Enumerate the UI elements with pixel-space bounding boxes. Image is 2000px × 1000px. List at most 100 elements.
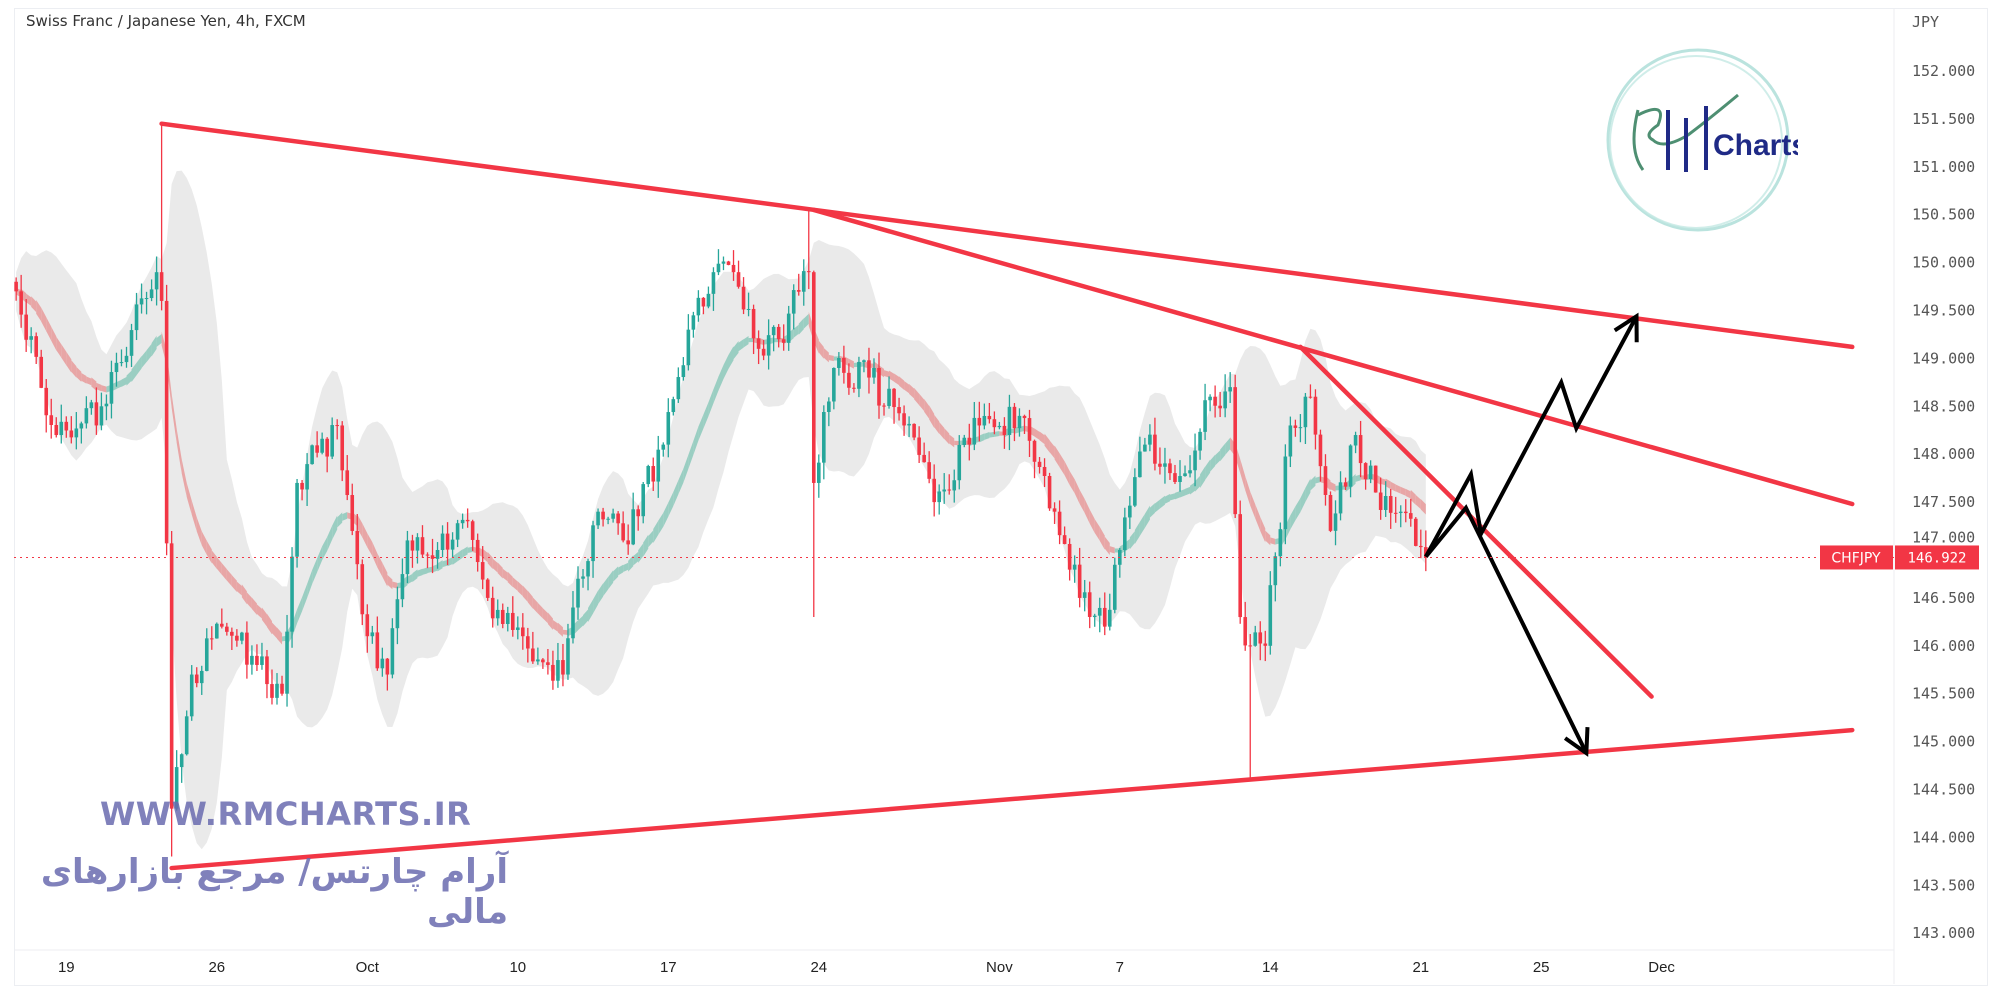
time-tick-label: 21 [1412, 959, 1429, 976]
ribbon-segment [121, 376, 127, 387]
candle [34, 332, 38, 364]
candle [776, 324, 781, 348]
candle [270, 669, 274, 705]
candle [290, 547, 294, 648]
candle-body [1263, 643, 1268, 646]
candle-body [310, 445, 314, 465]
candle-body [129, 330, 134, 356]
ribbon-segment [1014, 426, 1020, 434]
candle-body [997, 425, 1002, 428]
ribbon-segment [1285, 515, 1291, 540]
candle-body [756, 338, 761, 349]
ribbon-segment [502, 568, 508, 582]
candle [79, 421, 84, 444]
candle-body [811, 272, 816, 483]
candle-body [215, 623, 219, 639]
candle-body [385, 658, 390, 675]
candle [435, 542, 440, 569]
ribbon-segment [623, 562, 629, 572]
ribbon-segment [156, 333, 162, 347]
price-tick-label: 145.000 [1912, 733, 1975, 751]
ribbon-segment [688, 440, 694, 469]
candle-body [922, 454, 926, 463]
candle [711, 267, 716, 311]
candle-body [1363, 463, 1368, 480]
candle [1373, 465, 1378, 493]
candle [320, 432, 324, 455]
candle-body [169, 543, 174, 809]
candle-body [686, 329, 691, 366]
ribbon-segment [146, 343, 152, 363]
ribbon-segment [818, 340, 824, 359]
candle [370, 625, 375, 644]
candle [430, 538, 435, 574]
candle-body [817, 462, 821, 483]
candle [666, 398, 671, 458]
ribbon-segment [56, 336, 62, 358]
candle-body [726, 261, 731, 265]
ribbon-segment [728, 346, 734, 369]
candle-body [194, 674, 199, 684]
ribbon-segment [1300, 487, 1306, 513]
candle-body [601, 511, 605, 520]
price-axis[interactable]: JPY 152.000 151.500 151.000 150.500 150.000 1… [1893, 8, 1975, 984]
candle-body [1148, 434, 1152, 445]
chart-title: Swiss Franc / Japanese Yen, 4h, FXCM [26, 12, 306, 30]
candle [360, 559, 365, 626]
candle-body [776, 326, 781, 340]
candle [1318, 429, 1323, 482]
upper-resistance-trendline [159, 121, 1855, 350]
candle [199, 665, 204, 695]
candle [184, 710, 189, 756]
candle [1258, 621, 1263, 661]
candle [1213, 385, 1217, 418]
candle [646, 464, 651, 488]
candle [922, 442, 926, 463]
candle-body [325, 438, 329, 457]
candle-body [1097, 607, 1102, 616]
candle-body [806, 271, 811, 273]
ribbon-segment [181, 459, 187, 497]
candle [470, 519, 475, 551]
candle [340, 421, 345, 482]
candle-body [1338, 482, 1343, 514]
candle [255, 644, 259, 671]
candle [275, 673, 279, 705]
candle [1178, 460, 1182, 492]
ribbon-segment [1415, 494, 1421, 510]
ribbon-segment [823, 347, 829, 363]
last-price-marker: CHFJPY 146.922 [14, 545, 1979, 570]
ribbon-segment [377, 553, 383, 577]
candle [957, 435, 962, 490]
candle-body [1052, 508, 1057, 512]
candle [1278, 522, 1283, 567]
candle-body [1138, 451, 1142, 478]
candle [962, 434, 967, 448]
candle-body [1248, 645, 1253, 647]
candle [651, 457, 656, 492]
candle-body [822, 412, 826, 463]
candle-body [932, 478, 936, 503]
time-tick-label: Nov [986, 959, 1013, 976]
candle [741, 277, 746, 315]
candle [39, 349, 44, 389]
candle-body [350, 495, 355, 531]
candle-body [947, 489, 952, 491]
price-tick-label: 151.500 [1912, 110, 1975, 128]
ribbon-segment [984, 432, 990, 440]
candle-body [1223, 391, 1227, 409]
time-axis[interactable]: 19 26 Oct 10 17 24 Nov 7 14 21 25 Dec [14, 949, 1894, 976]
candle-body [872, 367, 876, 378]
ribbon-segment [648, 530, 654, 548]
candle-body [877, 367, 881, 406]
candle [1022, 414, 1027, 435]
candle-body [902, 413, 906, 426]
candle-body [1288, 425, 1293, 457]
candle-body [330, 425, 334, 457]
candle-body [300, 482, 304, 490]
candle [882, 403, 886, 416]
candle-body [340, 425, 345, 471]
candle-body [390, 628, 395, 675]
ribbon-segment [26, 293, 32, 306]
